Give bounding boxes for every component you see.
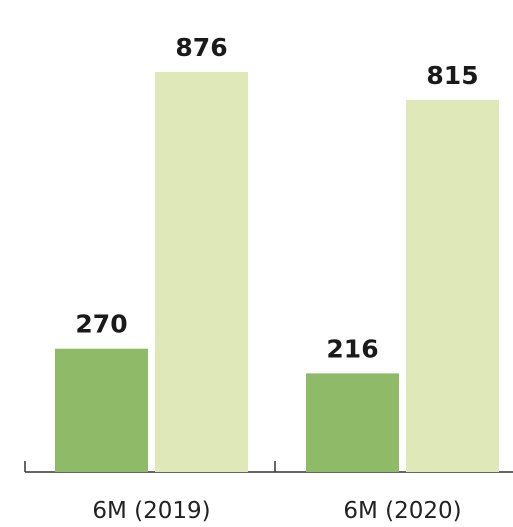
- bar: [155, 72, 248, 472]
- x-tick-label: 6M (2020): [343, 498, 461, 524]
- bar: [306, 373, 399, 472]
- value-label: 815: [426, 61, 478, 90]
- value-label: 876: [175, 33, 227, 62]
- bar: [55, 348, 148, 472]
- bar: [406, 99, 499, 472]
- value-label: 216: [326, 334, 378, 363]
- x-tick-label: 6M (2019): [92, 498, 210, 524]
- value-label: 270: [75, 310, 127, 339]
